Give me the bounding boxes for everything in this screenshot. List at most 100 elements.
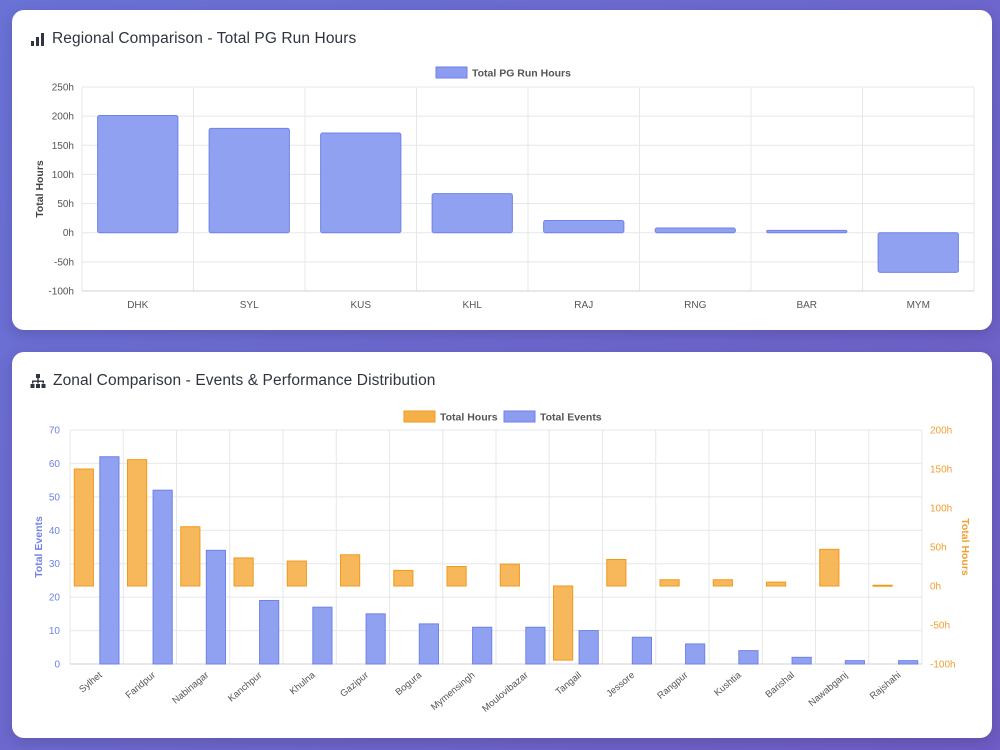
zonal-comparison-card: Zonal Comparison - Events & Performance … (12, 352, 992, 738)
y-left-tick-label: 0 (54, 660, 60, 671)
y-left-tick-label: 60 (49, 459, 61, 470)
y-tick-label: 150h (52, 141, 74, 152)
events-bar-gazipur (365, 613, 386, 665)
x-tick-label: Gazipur (338, 670, 371, 700)
hours-bar-jessore (606, 558, 627, 587)
y-tick-label: 0h (63, 228, 74, 239)
x-tick-label: KUS (350, 300, 371, 311)
hours-bar-kushtia (712, 579, 733, 587)
events-bar-kanchpur (259, 599, 280, 665)
hours-bar-mymensingh (446, 566, 467, 587)
hours-bar-gazipur (340, 554, 361, 587)
y-left-tick-label: 20 (49, 593, 61, 604)
y-tick-label: 100h (52, 170, 74, 181)
legend-swatch-hours (403, 410, 436, 423)
legend-label-hours: Total Hours (440, 412, 498, 424)
hours-bar-rangpur (659, 579, 680, 587)
legend-label: Total PG Run Hours (472, 68, 571, 80)
zonal-combo-chart: 70 60 50 40 30 20 10 0 200h 150h 100h 50h 0h -50h -100… (33, 410, 971, 715)
y-tick-label: -50h (54, 257, 74, 268)
x-tick-label: Nabinagar (170, 670, 211, 707)
x-tick-label: Moulovibazar (480, 670, 530, 715)
sitemap-icon (30, 374, 46, 388)
regional-comparison-card: Regional Comparison - Total PG Run Hours… (12, 10, 992, 330)
y-left-tick-label: 40 (49, 526, 61, 537)
bar-chart-icon (31, 33, 44, 46)
hours-bar-khulna (286, 560, 307, 587)
events-bar-faridpur (152, 489, 173, 665)
x-tick-label: DHK (127, 300, 148, 311)
events-bar-rangpur (685, 643, 706, 665)
bar-raj (543, 219, 625, 234)
events-bar-jessore (631, 636, 652, 665)
hours-bar-nabinagar (180, 526, 201, 587)
x-tick-label: Sylhet (77, 670, 105, 696)
x-tick-label: Jessore (604, 670, 637, 700)
y-left-axis-title: Total Events (33, 516, 45, 578)
bar-rng (654, 227, 736, 234)
x-tick-label: Barishal (763, 670, 796, 700)
regional-chart-title: Regional Comparison - Total PG Run Hours (52, 30, 357, 47)
y-right-tick-label: 150h (930, 465, 952, 476)
x-tick-label: Kushtia (712, 669, 744, 698)
events-bar-moulovibazar (525, 626, 546, 665)
legend-label-events: Total Events (540, 412, 602, 424)
x-tick-label: Mymensingh (429, 670, 477, 713)
y-right-tick-label: 100h (930, 504, 952, 515)
y-right-tick-label: 0h (930, 582, 941, 593)
hours-bar-tangail (553, 585, 574, 661)
hours-bar-rajshahi (872, 584, 893, 587)
y-left-tick-label: 50 (49, 492, 61, 503)
events-bar-nabinagar (205, 549, 226, 665)
events-bar-rajshahi (898, 660, 919, 665)
y-left-tick-label: 30 (49, 559, 61, 570)
hours-bar-kanchpur (233, 557, 254, 587)
x-tick-label: Kanchpur (226, 670, 264, 705)
events-bar-khulna (312, 606, 333, 665)
y-tick-label: -100h (48, 287, 74, 298)
y-left-tick-label: 10 (49, 626, 61, 637)
hours-bar-bogura (393, 569, 414, 587)
legend-swatch (435, 66, 468, 79)
y-right-tick-label: -100h (930, 660, 956, 671)
y-right-tick-label: 200h (930, 426, 952, 437)
zonal-chart-title: Zonal Comparison - Events & Performance … (53, 372, 436, 389)
x-tick-label: BAR (796, 300, 817, 311)
x-tick-label: RNG (684, 300, 706, 311)
zonal-chart-header: Zonal Comparison - Events & Performance … (30, 372, 436, 390)
events-bar-barishal (791, 656, 812, 665)
events-bar-nawabganj (844, 660, 865, 665)
bar-mym (877, 232, 959, 273)
hours-bar-moulovibazar (499, 563, 520, 587)
y-right-tick-label: 50h (930, 543, 947, 554)
hours-bar-sylhet (73, 468, 94, 587)
x-tick-label: Rangpur (655, 670, 690, 702)
events-bar-bogura (418, 623, 439, 665)
regional-bar-chart: 250h 200h 150h 100h 50h 0h -50h -100h DHK SYL KUS K… (34, 66, 975, 311)
events-bar-kushtia (738, 650, 759, 665)
legend-swatch-events (503, 410, 536, 423)
events-bar-mymensingh (472, 626, 493, 665)
y-tick-label: 250h (52, 83, 74, 94)
x-tick-label: KHL (463, 300, 483, 311)
x-tick-label: Bogura (394, 669, 425, 698)
bar-khl (431, 193, 513, 234)
y-tick-label: 50h (57, 199, 74, 210)
x-tick-label: Faridpur (124, 670, 158, 701)
regional-chart-header: Regional Comparison - Total PG Run Hours (30, 30, 356, 48)
y-left-tick-label: 70 (49, 426, 61, 437)
events-bar-sylhet (99, 456, 120, 665)
bar-dhk (97, 115, 179, 234)
y-right-tick-label: -50h (930, 621, 950, 632)
hours-bar-barishal (766, 581, 787, 587)
hours-bar-faridpur (127, 459, 148, 587)
bar-syl (208, 127, 290, 234)
events-bar-tangail (578, 630, 599, 665)
x-tick-label: Khulna (288, 669, 318, 697)
x-tick-label: SYL (240, 300, 259, 311)
x-tick-label: Tangail (554, 670, 584, 698)
x-tick-label: Nawabganj (807, 670, 850, 709)
x-tick-label: RAJ (574, 300, 593, 311)
bar-kus (320, 132, 402, 234)
x-tick-label: MYM (907, 300, 930, 311)
